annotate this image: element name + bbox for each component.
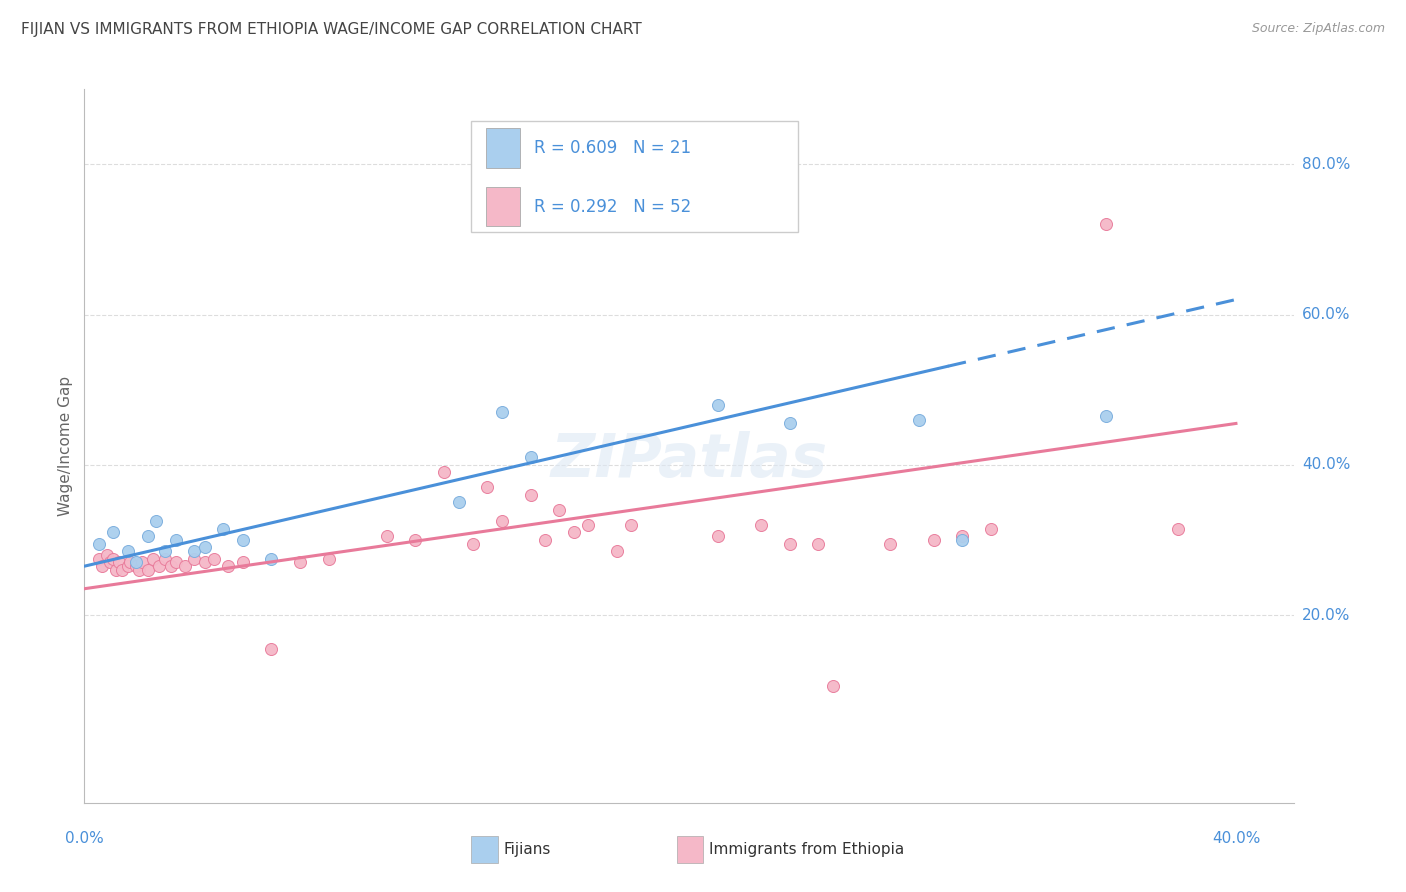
- Point: [145, 514, 167, 528]
- Point: [519, 450, 541, 465]
- Point: [477, 480, 499, 494]
- Text: FIJIAN VS IMMIGRANTS FROM ETHIOPIA WAGE/INCOME GAP CORRELATION CHART: FIJIAN VS IMMIGRANTS FROM ETHIOPIA WAGE/…: [21, 22, 643, 37]
- Text: Immigrants from Ethiopia: Immigrants from Ethiopia: [710, 842, 904, 857]
- Point: [952, 529, 974, 543]
- Point: [202, 551, 225, 566]
- Point: [174, 559, 197, 574]
- Point: [108, 556, 131, 570]
- Point: [136, 563, 159, 577]
- Point: [779, 417, 801, 431]
- Point: [952, 533, 974, 547]
- Text: 40.0%: 40.0%: [1212, 830, 1260, 846]
- Point: [232, 556, 254, 570]
- Point: [87, 551, 110, 566]
- Point: [821, 679, 844, 693]
- Text: Fijians: Fijians: [503, 842, 551, 857]
- Point: [807, 536, 830, 550]
- Point: [125, 556, 148, 570]
- Point: [534, 533, 557, 547]
- Point: [260, 641, 283, 656]
- Point: [90, 559, 112, 574]
- Point: [136, 529, 159, 543]
- Point: [318, 551, 340, 566]
- Text: 40.0%: 40.0%: [1302, 458, 1350, 472]
- Point: [111, 563, 134, 577]
- Point: [148, 559, 170, 574]
- Point: [120, 556, 142, 570]
- Point: [217, 559, 239, 574]
- Point: [211, 522, 233, 536]
- Point: [290, 556, 312, 570]
- Point: [375, 529, 398, 543]
- Point: [117, 544, 139, 558]
- Point: [491, 405, 513, 419]
- Point: [96, 548, 118, 562]
- Point: [128, 563, 150, 577]
- Point: [153, 544, 176, 558]
- Text: 60.0%: 60.0%: [1302, 307, 1350, 322]
- FancyBboxPatch shape: [676, 837, 703, 863]
- Text: 0.0%: 0.0%: [65, 830, 104, 846]
- Point: [1095, 409, 1118, 423]
- Point: [183, 551, 205, 566]
- Point: [125, 559, 148, 574]
- Text: Source: ZipAtlas.com: Source: ZipAtlas.com: [1251, 22, 1385, 36]
- Point: [101, 551, 124, 566]
- Point: [194, 541, 217, 555]
- Point: [548, 503, 571, 517]
- Y-axis label: Wage/Income Gap: Wage/Income Gap: [58, 376, 73, 516]
- Point: [620, 517, 643, 532]
- Point: [779, 536, 801, 550]
- Point: [491, 514, 513, 528]
- Point: [433, 465, 456, 479]
- Point: [562, 525, 585, 540]
- Point: [447, 495, 470, 509]
- Point: [98, 556, 121, 570]
- Point: [105, 563, 128, 577]
- Text: R = 0.609   N = 21: R = 0.609 N = 21: [534, 139, 692, 157]
- Point: [519, 488, 541, 502]
- Point: [260, 551, 283, 566]
- Point: [908, 413, 931, 427]
- Text: R = 0.292   N = 52: R = 0.292 N = 52: [534, 198, 692, 216]
- Point: [606, 544, 628, 558]
- Point: [131, 556, 153, 570]
- Point: [166, 533, 188, 547]
- Point: [194, 556, 217, 570]
- FancyBboxPatch shape: [486, 128, 520, 168]
- Point: [101, 525, 124, 540]
- Point: [576, 517, 599, 532]
- FancyBboxPatch shape: [471, 837, 498, 863]
- Point: [922, 533, 945, 547]
- Point: [706, 529, 728, 543]
- Point: [159, 559, 181, 574]
- Point: [183, 544, 205, 558]
- Point: [980, 522, 1002, 536]
- Point: [461, 536, 484, 550]
- Point: [879, 536, 901, 550]
- Point: [166, 556, 188, 570]
- Point: [404, 533, 426, 547]
- Point: [232, 533, 254, 547]
- Point: [153, 551, 176, 566]
- Text: 80.0%: 80.0%: [1302, 157, 1350, 172]
- Point: [1167, 522, 1189, 536]
- FancyBboxPatch shape: [471, 121, 797, 232]
- Point: [87, 536, 110, 550]
- FancyBboxPatch shape: [486, 187, 520, 227]
- Point: [706, 398, 728, 412]
- Point: [117, 559, 139, 574]
- Text: ZIPatlas: ZIPatlas: [550, 431, 828, 490]
- Point: [142, 551, 165, 566]
- Point: [749, 517, 772, 532]
- Point: [1095, 218, 1118, 232]
- Text: 20.0%: 20.0%: [1302, 607, 1350, 623]
